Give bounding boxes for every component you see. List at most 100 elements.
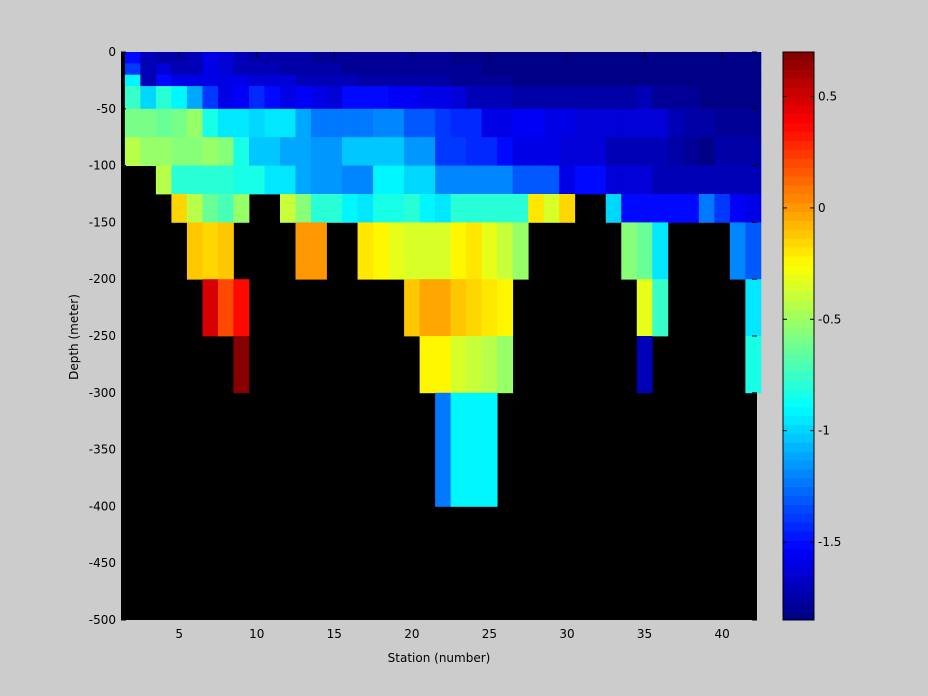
heatmap-cell xyxy=(404,165,421,195)
heatmap-cell xyxy=(248,74,265,87)
heatmap-cell xyxy=(311,194,327,223)
colorbar-step xyxy=(783,344,814,355)
heatmap-cell xyxy=(652,222,669,280)
heatmap-cell xyxy=(512,108,529,138)
heatmap-cell xyxy=(233,108,250,138)
heatmap-cell xyxy=(186,108,203,138)
heatmap-cell xyxy=(404,108,421,138)
heatmap-cell xyxy=(326,74,343,87)
heatmap-cell xyxy=(528,194,545,223)
heatmap-cell xyxy=(683,194,700,223)
colorbar-step xyxy=(783,513,814,523)
heatmap-cell xyxy=(590,52,607,64)
heatmap-cell xyxy=(729,108,746,138)
heatmap-cell xyxy=(481,194,498,223)
x-tick-label: 25 xyxy=(482,627,497,641)
heatmap-cell xyxy=(373,63,389,76)
y-axis-label: Depth (meter) xyxy=(67,294,81,380)
heatmap-cell xyxy=(698,194,715,223)
heatmap-cell xyxy=(186,194,203,223)
colorbar-step xyxy=(783,105,814,115)
heatmap-cell xyxy=(311,52,327,64)
colorbar-step xyxy=(783,167,814,177)
heatmap-cell xyxy=(342,63,358,76)
heatmap-cell xyxy=(388,63,405,76)
y-tick-label: -100 xyxy=(89,159,116,173)
x-axis-ticks: 5 10 15 20 25 30 35 40 xyxy=(175,52,730,641)
heatmap-cell xyxy=(590,86,607,110)
heatmap-cell xyxy=(311,74,327,87)
colorbar-step xyxy=(783,202,814,213)
heatmap-cell xyxy=(497,194,514,223)
heatmap-cell xyxy=(667,137,684,166)
heatmap-cell xyxy=(295,52,312,64)
heatmap-cell xyxy=(497,52,514,64)
heatmap-cell xyxy=(124,86,141,110)
heatmap-cell xyxy=(280,52,296,64)
colorbar-step xyxy=(783,211,814,221)
heatmap-cell xyxy=(233,194,250,223)
x-tick-label: 30 xyxy=(559,627,574,641)
heatmap-cell xyxy=(698,63,715,76)
heatmap-cell xyxy=(217,137,234,166)
heatmap-cell xyxy=(605,108,622,138)
heatmap-cell xyxy=(497,137,514,166)
heatmap-cell xyxy=(512,165,529,195)
heatmap-cell xyxy=(373,74,389,87)
heatmap-cell xyxy=(186,222,203,280)
heatmap-cell xyxy=(357,108,374,138)
heatmap-cell xyxy=(497,108,514,138)
heatmap-cell xyxy=(264,108,281,138)
heatmap-cell xyxy=(357,222,374,280)
heatmap-cell xyxy=(636,165,653,195)
heatmap-cell xyxy=(264,63,281,76)
heatmap-cell xyxy=(605,194,622,223)
colorbar-step xyxy=(783,238,814,248)
colorbar-step xyxy=(783,60,814,71)
colorbar-step xyxy=(783,433,814,443)
heatmap-cell xyxy=(543,194,560,223)
heatmap-cell xyxy=(636,137,653,166)
heatmap-cell xyxy=(248,63,265,76)
heatmap-cell xyxy=(543,86,560,110)
heatmap-cell xyxy=(202,63,219,76)
heatmap-cell xyxy=(171,86,188,110)
heatmap-cell xyxy=(745,52,762,64)
colorbar-step xyxy=(783,522,814,532)
heatmap-cell xyxy=(574,137,591,166)
heatmap-cell xyxy=(357,165,374,195)
heatmap-cell xyxy=(435,137,452,166)
heatmap-cell xyxy=(140,52,157,64)
heatmap-cell xyxy=(528,165,545,195)
heatmap-cell xyxy=(543,108,560,138)
colorbar-step xyxy=(783,575,814,585)
heatmap-cell xyxy=(466,165,483,195)
y-tick-label: -150 xyxy=(89,215,116,229)
heatmap-cell xyxy=(481,108,498,138)
heatmap-cell xyxy=(481,392,498,507)
heatmap-cell xyxy=(202,74,219,87)
heatmap-cell xyxy=(729,86,746,110)
colorbar: 0.5 0 -0.5 -1 -1.5 xyxy=(782,51,841,621)
heatmap-cell xyxy=(667,165,684,195)
heatmap-cell xyxy=(466,86,483,110)
heatmap-cell xyxy=(155,74,172,87)
colorbar-step xyxy=(783,229,814,239)
y-tick-label: -300 xyxy=(89,386,116,400)
colorbar-step xyxy=(783,220,814,230)
heatmap-cell xyxy=(435,86,452,110)
colorbar-step xyxy=(783,149,814,159)
colorbar-step xyxy=(783,176,814,186)
heatmap-cell xyxy=(481,52,498,64)
heatmap-cell xyxy=(326,165,343,195)
heatmap-cell xyxy=(497,165,514,195)
heatmap-cell xyxy=(621,63,638,76)
heatmap-cell xyxy=(404,222,421,280)
heatmap-cell xyxy=(419,222,436,280)
colorbar-step xyxy=(783,78,814,88)
heatmap-cell xyxy=(248,86,265,110)
heatmap-cell xyxy=(435,63,452,76)
heatmap-cell xyxy=(745,336,762,394)
heatmap-cell xyxy=(202,279,219,337)
heatmap-cell xyxy=(698,86,715,110)
